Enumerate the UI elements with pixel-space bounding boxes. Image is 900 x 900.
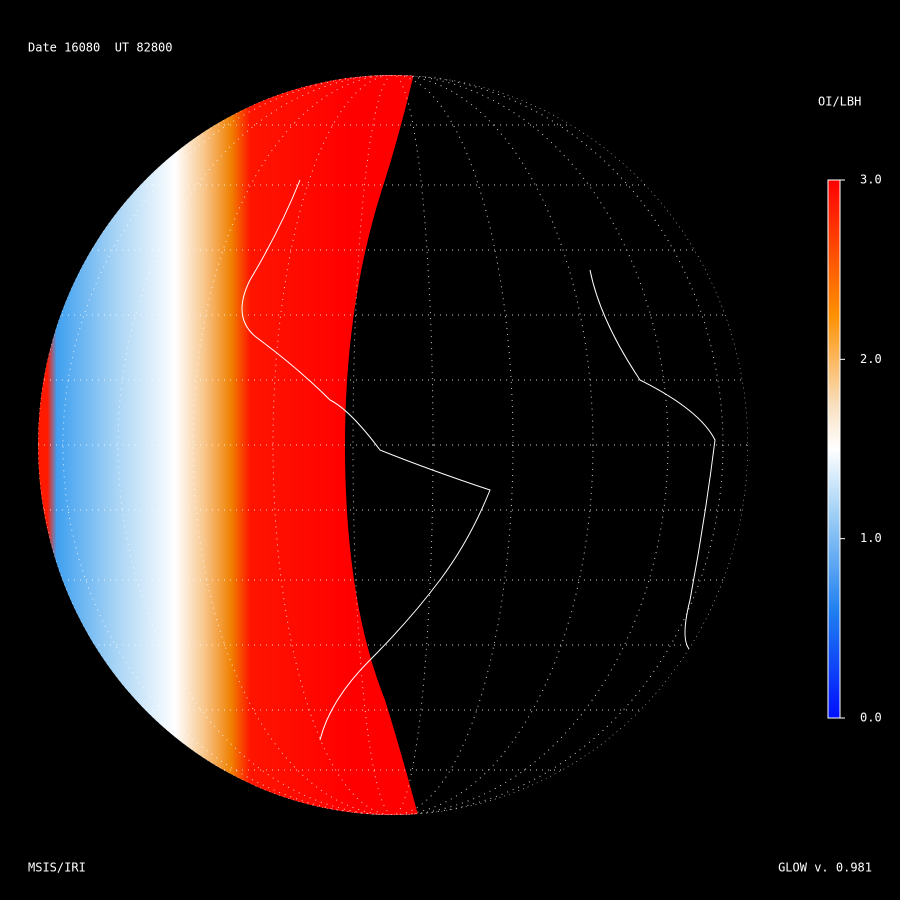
coastlines	[241, 179, 716, 741]
colorbar-ticks: 3.0 2.0 1.0 0.0	[840, 173, 882, 725]
colorbar-tick-label: 2.0	[860, 352, 882, 366]
colorbar	[827, 179, 841, 719]
dayside	[38, 75, 440, 815]
graticule	[38, 75, 748, 815]
colorbar-label: OI/LBH	[818, 95, 861, 109]
footer-left: MSIS/IRI	[28, 861, 86, 875]
colorbar-tick-label: 0.0	[860, 711, 882, 725]
colorbar-tick-label: 3.0	[860, 173, 882, 187]
globe	[38, 75, 748, 815]
title: Date 16080 UT 82800	[28, 41, 173, 55]
colorbar-tick-label: 1.0	[860, 531, 882, 545]
footer-right: GLOW v. 0.981	[778, 861, 872, 875]
